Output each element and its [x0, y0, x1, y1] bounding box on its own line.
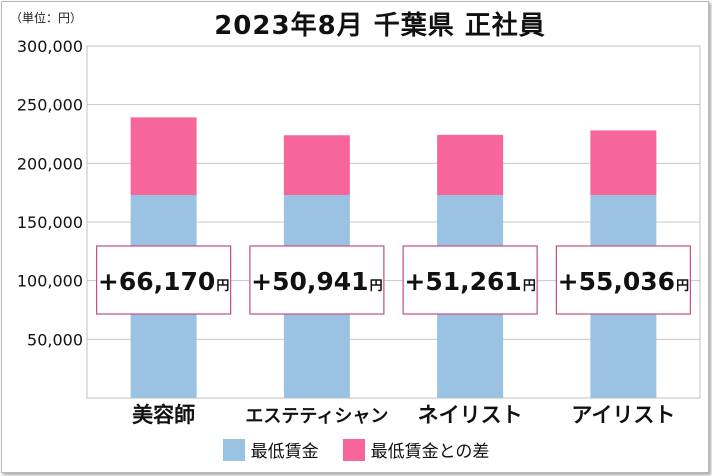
bar-difference: [283, 135, 350, 196]
x-category-label: 美容師: [132, 403, 195, 427]
plot-area: [86, 45, 701, 399]
x-category-label: ネイリスト: [418, 403, 523, 427]
y-tick-label: 150,000: [17, 213, 83, 232]
y-tick-label: 200,000: [17, 154, 83, 173]
y-tick-label: 300,000: [17, 37, 83, 56]
difference-label: +50,941円: [251, 267, 382, 296]
y-tick-label: 250,000: [17, 96, 83, 115]
legend: 最低賃金 最低賃金との差: [0, 437, 712, 462]
y-tick-label: 50,000: [27, 330, 83, 349]
difference-callout: [96, 245, 232, 315]
difference-callout: [555, 245, 691, 315]
x-category-label: アイリスト: [571, 403, 675, 427]
bar-difference: [437, 134, 504, 196]
legend-label-minimum-wage: 最低賃金: [250, 442, 319, 462]
difference-callout: [249, 245, 385, 315]
legend-swatch-difference: [342, 438, 365, 461]
legend-item-minimum-wage: 最低賃金: [222, 437, 319, 462]
legend-item-difference: 最低賃金との差: [342, 437, 490, 462]
difference-callout: [402, 245, 538, 315]
difference-label: +51,261円: [404, 267, 535, 296]
legend-label-difference: 最低賃金との差: [370, 442, 490, 462]
difference-label: +66,170円: [98, 267, 229, 296]
legend-swatch-minimum-wage: [222, 438, 245, 461]
unit-label: （単位：円）: [10, 11, 83, 25]
chart-title: 2023年8月 千葉県 正社員: [214, 11, 546, 41]
bar-difference: [130, 117, 197, 196]
y-tick-label: 100,000: [17, 272, 83, 291]
x-category-label: エステティシャン: [245, 406, 388, 427]
bar-difference: [590, 130, 657, 196]
difference-label: +55,036円: [558, 267, 689, 296]
